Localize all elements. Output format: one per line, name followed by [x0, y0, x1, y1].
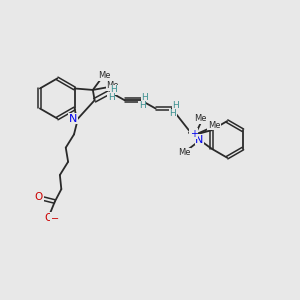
Text: N: N: [195, 135, 204, 145]
Text: Me: Me: [106, 81, 119, 90]
Text: N: N: [69, 114, 77, 124]
Text: H: H: [108, 93, 115, 102]
Text: H: H: [169, 109, 176, 118]
Text: O: O: [35, 192, 43, 202]
Text: O: O: [44, 213, 52, 223]
Text: Me: Me: [208, 121, 220, 130]
Text: −: −: [51, 214, 59, 224]
Text: Me: Me: [98, 71, 110, 80]
Text: H: H: [172, 101, 179, 110]
Text: H: H: [139, 101, 145, 110]
Text: Me: Me: [178, 148, 191, 157]
Text: Me: Me: [194, 114, 207, 123]
Text: H: H: [141, 93, 148, 102]
Text: +: +: [190, 129, 198, 139]
Text: H: H: [110, 85, 117, 94]
